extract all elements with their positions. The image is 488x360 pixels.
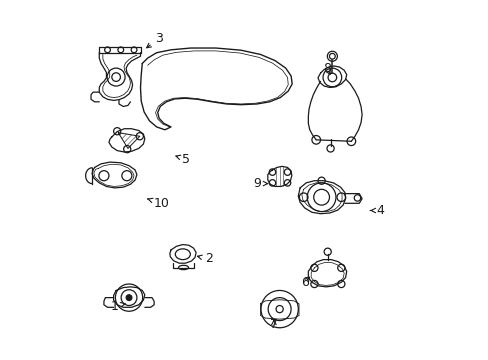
- Circle shape: [126, 295, 132, 301]
- Text: 4: 4: [370, 204, 383, 217]
- Text: 1: 1: [110, 300, 125, 313]
- Text: 2: 2: [197, 252, 212, 265]
- Text: 10: 10: [147, 197, 169, 210]
- Text: 3: 3: [146, 32, 163, 48]
- Text: 5: 5: [176, 153, 190, 166]
- Text: 9: 9: [253, 177, 267, 190]
- Text: 6: 6: [301, 276, 309, 289]
- Text: 7: 7: [269, 318, 277, 331]
- Text: 8: 8: [322, 62, 330, 75]
